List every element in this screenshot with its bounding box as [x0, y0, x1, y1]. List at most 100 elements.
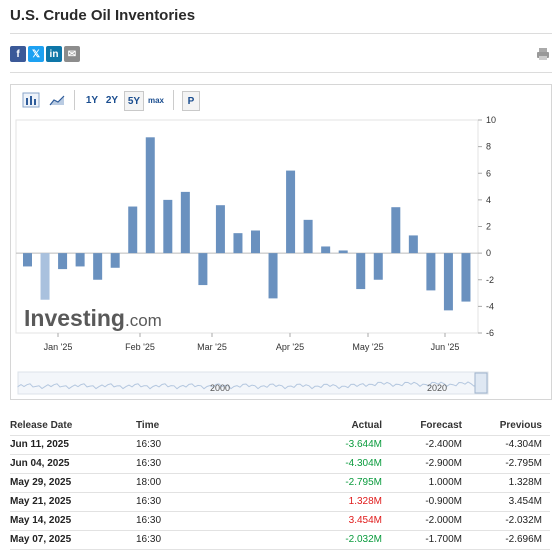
- bar: [215, 205, 225, 254]
- time-cell: 16:30: [136, 458, 162, 469]
- bar: [268, 253, 278, 299]
- actual-cell: -4.304M: [345, 458, 382, 469]
- x-tick-label: Feb '25: [125, 342, 155, 352]
- bar: [93, 253, 103, 280]
- actual-cell: 1.328M: [348, 496, 382, 507]
- investing-logo-domain: .com: [125, 311, 162, 330]
- forecast-cell: -2.400M: [425, 439, 462, 450]
- previous-cell: 1.328M: [508, 477, 542, 488]
- table-row: May 07, 2025 16:30 -2.032M -1.700M -2.696M: [10, 530, 550, 550]
- share-divider: [10, 72, 552, 73]
- y-tick-label: 8: [486, 142, 491, 152]
- table-row: Jun 11, 2025 16:30 -3.644M -2.400M -4.304M: [10, 435, 550, 455]
- bar: [356, 253, 366, 290]
- bar: [75, 253, 85, 267]
- bar: [233, 233, 243, 254]
- y-tick-label: 6: [486, 168, 491, 178]
- bar: [461, 253, 471, 302]
- p-button[interactable]: P: [182, 91, 200, 111]
- bar: [373, 253, 383, 280]
- range-button-5y[interactable]: 5Y: [124, 91, 144, 111]
- bar: [23, 253, 32, 267]
- bar: [426, 253, 436, 291]
- release-date-cell: Jun 11, 2025: [10, 439, 69, 450]
- table-row: May 14, 2025 16:30 3.454M -2.000M -2.032M: [10, 511, 550, 531]
- bar: [110, 253, 120, 268]
- print-icon[interactable]: [536, 47, 550, 61]
- y-tick-label: -4: [486, 301, 494, 311]
- bar: [408, 235, 418, 254]
- bar: [251, 230, 260, 254]
- bar: [40, 253, 50, 300]
- bar: [145, 137, 155, 254]
- plot-area: [15, 119, 479, 334]
- y-tick-label: -6: [486, 328, 494, 338]
- bar-chart: 10 8 6 4 2 0 -2 -4 -6 Investing.com Jan '25 Feb '25…: [15, 115, 496, 395]
- actual-cell: 3.454M: [348, 515, 382, 526]
- header-release-date: Release Date: [10, 420, 73, 431]
- header-actual: Actual: [351, 420, 382, 431]
- bar: [58, 253, 68, 270]
- time-cell: 18:00: [136, 477, 162, 488]
- table-header: Release Date Time Actual Forecast Previo…: [10, 416, 550, 436]
- release-date-cell: May 14, 2025: [10, 515, 72, 526]
- bar: [286, 170, 296, 254]
- header-time: Time: [136, 420, 160, 431]
- release-date-cell: May 21, 2025: [10, 496, 72, 507]
- time-cell: 16:30: [136, 496, 162, 507]
- investing-logo-text: Investing: [24, 305, 125, 331]
- navigator-label: 2000: [210, 383, 230, 393]
- bar: [443, 253, 453, 311]
- forecast-cell: -2.900M: [425, 458, 462, 469]
- table-row: May 21, 2025 16:30 1.328M -0.900M 3.454M: [10, 492, 550, 512]
- x-tick-label: Jun '25: [431, 342, 460, 352]
- bar: [198, 253, 208, 286]
- bar: [338, 250, 348, 254]
- bar: [128, 206, 138, 254]
- table-row: Jun 04, 2025 16:30 -4.304M -2.900M -2.795M: [10, 454, 550, 474]
- toolbar-separator: [74, 90, 75, 110]
- actual-cell: -3.644M: [345, 439, 382, 450]
- time-cell: 16:30: [136, 439, 162, 450]
- actual-cell: -2.032M: [345, 534, 382, 545]
- y-tick-label: 2: [486, 222, 491, 232]
- range-button-max[interactable]: max: [147, 95, 164, 105]
- previous-cell: -2.032M: [505, 515, 542, 526]
- linkedin-icon[interactable]: in: [46, 46, 62, 62]
- y-tick-label: 10: [486, 115, 496, 125]
- area-chart-icon[interactable]: [48, 92, 66, 108]
- header-previous: Previous: [499, 420, 542, 431]
- table-row: May 29, 2025 18:00 -2.795M 1.000M 1.328M: [10, 473, 550, 493]
- bar: [303, 219, 313, 254]
- toolbar-separator: [173, 90, 174, 110]
- bar: [180, 191, 190, 254]
- range-button-2y[interactable]: 2Y: [105, 94, 119, 106]
- facebook-icon[interactable]: f: [10, 46, 26, 62]
- bar: [321, 246, 331, 254]
- forecast-cell: 1.000M: [428, 477, 462, 488]
- previous-cell: 3.454M: [508, 496, 542, 507]
- bar: [163, 199, 173, 254]
- navigator-label: 2020: [427, 383, 447, 393]
- forecast-cell: -1.700M: [425, 534, 462, 545]
- navigator-series: [17, 381, 487, 390]
- page-title: U.S. Crude Oil Inventories: [10, 7, 196, 24]
- previous-cell: -2.696M: [505, 534, 542, 545]
- release-date-cell: May 07, 2025: [10, 534, 72, 545]
- navigator: [17, 371, 489, 395]
- bar: [391, 207, 401, 254]
- x-tick-label: May '25: [352, 342, 383, 352]
- range-button-1y[interactable]: 1Y: [85, 94, 99, 106]
- actual-cell: -2.795M: [345, 477, 382, 488]
- email-icon[interactable]: ✉: [64, 46, 80, 62]
- previous-cell: -4.304M: [505, 439, 542, 450]
- header-forecast: Forecast: [420, 420, 462, 431]
- investing-logo: Investing.com: [24, 305, 162, 331]
- x-tick-label: Mar '25: [197, 342, 227, 352]
- y-tick-label: 4: [486, 195, 491, 205]
- bar-chart-icon[interactable]: [22, 92, 40, 108]
- twitter-icon[interactable]: 𝕏: [28, 46, 44, 62]
- y-tick-label: 0: [486, 248, 491, 258]
- chart-panel: [10, 84, 552, 400]
- time-cell: 16:30: [136, 515, 162, 526]
